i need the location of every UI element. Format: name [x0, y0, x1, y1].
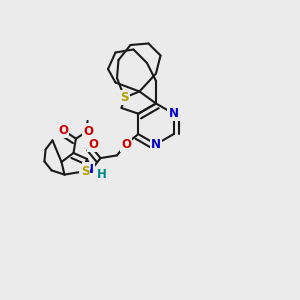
- Text: N: N: [151, 138, 161, 151]
- Text: S: S: [120, 91, 129, 104]
- Text: O: O: [88, 137, 98, 151]
- Text: O: O: [58, 124, 68, 137]
- Text: N: N: [83, 163, 94, 176]
- Text: S: S: [81, 165, 89, 178]
- Text: O: O: [83, 124, 94, 138]
- Text: O: O: [121, 137, 131, 151]
- Text: N: N: [169, 107, 179, 120]
- Text: H: H: [97, 168, 107, 182]
